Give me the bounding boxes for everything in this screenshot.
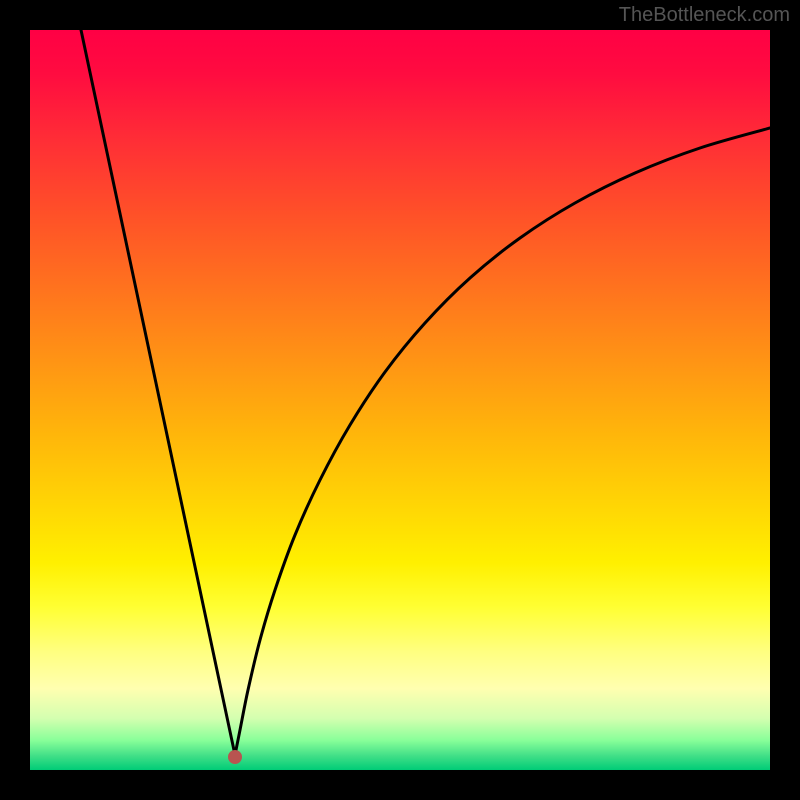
bottleneck-curve — [30, 30, 770, 770]
watermark-text: TheBottleneck.com — [619, 4, 790, 27]
plot-area — [30, 30, 770, 770]
minimum-marker — [228, 750, 242, 764]
